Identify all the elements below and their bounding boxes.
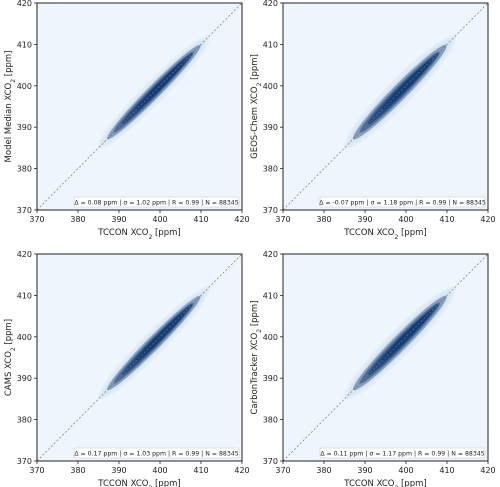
stats-box — [73, 196, 240, 208]
x-tick-label: 410 — [193, 215, 208, 224]
x-tick-label: 400 — [398, 215, 413, 224]
y-tick-label: 410 — [263, 40, 278, 49]
x-tick-label: 370 — [29, 466, 44, 475]
x-tick-label: 380 — [316, 215, 331, 224]
stats-text: Δ = 0.08 ppm | σ = 1.02 ppm | R = 0.99 |… — [74, 199, 238, 206]
x-tick-label: 380 — [316, 466, 331, 475]
y-tick-label: 420 — [263, 250, 278, 259]
stats-text: Δ = 0.17 ppm | σ = 1.03 ppm | R = 0.99 |… — [74, 450, 238, 457]
y-tick-label: 370 — [263, 457, 278, 466]
y-tick-label: 380 — [17, 416, 32, 425]
y-tick-label: 410 — [263, 291, 278, 300]
plot-frame — [282, 2, 489, 211]
stats-text: Δ = 0.11 ppm | σ = 1.17 ppm | R = 0.99 |… — [320, 450, 484, 457]
x-tick-label: 410 — [439, 215, 454, 224]
y-axis-label: CAMS XCO2 [ppm] — [4, 319, 17, 396]
x-tick-label: 370 — [275, 466, 290, 475]
y-tick-label: 370 — [263, 206, 278, 215]
plot-frame — [282, 253, 489, 462]
x-axis-label: TCCON XCO2 [ppm] — [97, 228, 180, 241]
y-axis-label: GEOS-Chem XCO2 [ppm] — [250, 54, 263, 159]
x-tick-label: 390 — [111, 215, 126, 224]
plot-frame — [36, 2, 243, 211]
y-tick-label: 390 — [17, 374, 32, 383]
stats-text: Δ = -0.07 ppm | σ = 1.18 ppm | R = 0.99 … — [319, 199, 486, 206]
y-tick-label: 400 — [263, 333, 278, 342]
y-tick-label: 380 — [263, 165, 278, 174]
x-tick-label: 380 — [70, 215, 85, 224]
x-axis-label: TCCON XCO2 [ppm] — [343, 479, 426, 487]
panel-2: 370 380 390 400 410 420 370 380 390 400 410 420 TCCO… — [250, 0, 496, 241]
panel-1: 370 380 390 400 410 420 370 380 390 400 410 420 TCCO… — [4, 0, 250, 241]
x-tick-label: 390 — [111, 466, 126, 475]
identity-line — [37, 254, 242, 461]
y-tick-label: 390 — [263, 123, 278, 132]
x-axis-label: TCCON XCO2 [ppm] — [97, 479, 180, 487]
y-tick-label: 420 — [17, 0, 32, 8]
y-tick-label: 400 — [263, 82, 278, 91]
x-tick-label: 420 — [234, 215, 249, 224]
x-tick-label: 390 — [357, 215, 372, 224]
x-tick-label: 400 — [152, 215, 167, 224]
x-axis-label: TCCON XCO2 [ppm] — [343, 228, 426, 241]
x-tick-label: 420 — [480, 466, 495, 475]
y-tick-label: 370 — [17, 457, 32, 466]
y-axis-label: CarbonTracker XCO2 [ppm] — [250, 300, 263, 414]
y-tick-label: 400 — [17, 333, 32, 342]
x-tick-label: 420 — [480, 215, 495, 224]
stats-box — [73, 447, 240, 459]
y-tick-label: 390 — [263, 374, 278, 383]
stats-box — [319, 447, 486, 459]
x-tick-label: 420 — [234, 466, 249, 475]
x-tick-label: 380 — [70, 466, 85, 475]
stats-box — [319, 196, 486, 208]
plot-frame — [36, 253, 243, 462]
y-tick-label: 410 — [17, 40, 32, 49]
y-tick-label: 420 — [263, 0, 278, 8]
y-tick-label: 410 — [17, 291, 32, 300]
x-tick-label: 370 — [275, 215, 290, 224]
panel-3: 370 380 390 400 410 420 370 380 390 400 410 420 TCCO… — [4, 250, 250, 487]
x-tick-label: 390 — [357, 466, 372, 475]
x-tick-label: 410 — [439, 466, 454, 475]
x-tick-label: 400 — [398, 466, 413, 475]
panel-4: 370 380 390 400 410 420 370 380 390 400 410 420 TCCO… — [250, 250, 496, 487]
x-tick-label: 400 — [152, 466, 167, 475]
y-tick-label: 380 — [17, 165, 32, 174]
y-tick-label: 370 — [17, 206, 32, 215]
y-axis-label: Model Median XCO2 [ppm] — [4, 51, 17, 163]
y-tick-label: 420 — [17, 250, 32, 259]
x-tick-label: 370 — [29, 215, 44, 224]
y-tick-label: 380 — [263, 416, 278, 425]
identity-line — [37, 3, 242, 210]
identity-line — [283, 3, 488, 210]
y-tick-label: 390 — [17, 123, 32, 132]
y-tick-label: 400 — [17, 82, 32, 91]
x-tick-label: 410 — [193, 466, 208, 475]
identity-line — [283, 254, 488, 461]
